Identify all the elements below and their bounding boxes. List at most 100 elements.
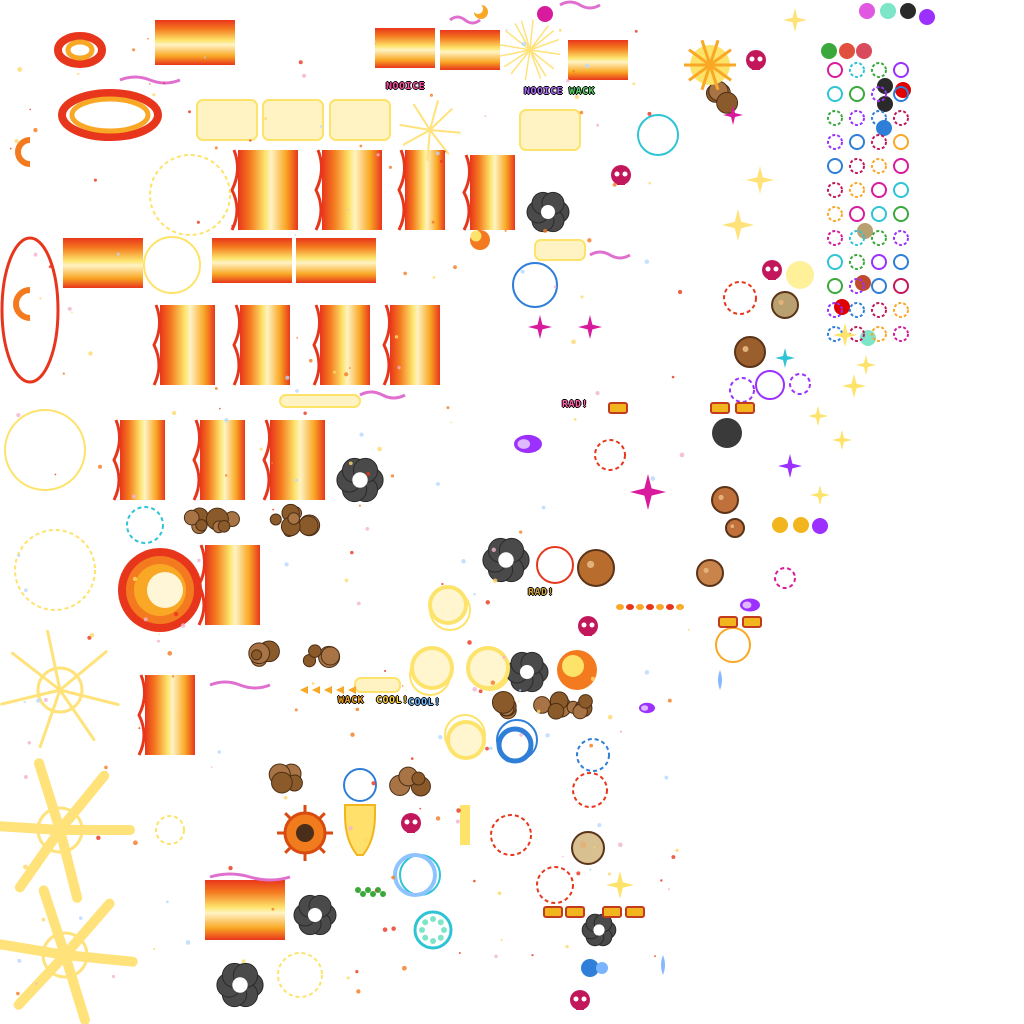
fire-bar-sprite (212, 238, 292, 283)
callout-label: NOOICE (386, 81, 426, 92)
shockwave-ring-sprite (536, 866, 574, 904)
spark-dot-sprite (374, 889, 378, 892)
light-burst-sprite (529, 25, 549, 51)
fire-column-sprite (120, 420, 165, 500)
spark-dot-sprite (607, 714, 613, 720)
spark-dot-sprite (308, 358, 313, 363)
shockwave-ring-sprite (490, 814, 532, 856)
spark-dot-sprite (175, 710, 178, 714)
spark-dot-sprite (17, 554, 21, 558)
spark-dot-sprite (579, 110, 584, 115)
spark-dot-sprite (667, 698, 672, 703)
sun-ray-sprite (700, 39, 712, 66)
energy-trail-sprite (559, 0, 601, 10)
spark-dot-sprite (348, 461, 353, 466)
shockwave-ring-sprite (277, 952, 323, 998)
spark-dot-sprite (444, 150, 446, 153)
flame-edge-sprite (192, 419, 201, 501)
spark-dot-sprite (660, 879, 663, 882)
spark-dot-sprite (23, 700, 26, 704)
spark-dot-sprite (62, 372, 65, 375)
light-burst-sprite (529, 49, 555, 70)
skull-eye-sprite (573, 996, 579, 1002)
shockwave-ring-sprite (755, 370, 785, 400)
light-burst-sprite (55, 770, 110, 835)
ring-icon-sprite (871, 86, 887, 102)
spark-dot-sprite (264, 117, 268, 121)
light-burst-sprite (426, 129, 431, 161)
skull-eye-sprite (589, 622, 595, 628)
spark-dot-sprite (410, 757, 414, 760)
spark-dot-sprite (587, 238, 592, 243)
skull-sprite (746, 50, 766, 70)
light-burst-sprite (429, 100, 439, 131)
skull-jaw-sprite (752, 66, 760, 70)
ring-icon-sprite (827, 182, 843, 198)
glow-bar-sprite (354, 677, 401, 693)
planet-sprite (725, 518, 745, 538)
light-burst-sprite (33, 758, 65, 835)
sparkle-sprite (722, 209, 754, 241)
shockwave-ring-sprite (393, 853, 437, 897)
spark-dot-sprite (210, 766, 213, 769)
ring-icon-sprite (827, 62, 843, 78)
ring-icon-sprite (849, 206, 865, 222)
spark-dot-sprite (492, 578, 498, 583)
light-burst-sprite (13, 950, 70, 1010)
spark-dot-sprite (519, 689, 522, 692)
spark-dot-sprite (558, 28, 562, 32)
ring-icon-sprite (871, 230, 887, 246)
spark-dot-sprite (438, 734, 443, 740)
fire-column-sprite (270, 420, 325, 500)
rock-debris-sprite (533, 696, 551, 714)
ring-icon-sprite (827, 230, 843, 246)
glow-bar-sprite (262, 99, 324, 141)
spark-dot-sprite (585, 63, 590, 69)
ring-icon-sprite (893, 86, 909, 102)
spark-dot-sprite (311, 682, 315, 685)
light-burst-sprite (58, 688, 120, 707)
capsule-sprite (710, 402, 730, 414)
spark-dot-sprite (14, 139, 19, 144)
spark-dot-sprite (565, 944, 569, 949)
capsule-sprite (625, 906, 645, 918)
fire-column-sprite (322, 150, 382, 230)
spark-dot-sprite (259, 447, 263, 451)
spark-dot-sprite (29, 108, 32, 111)
sparkle-sprite (778, 454, 802, 478)
shockwave-ring-sprite (343, 768, 377, 802)
spark-dot-sprite (173, 611, 179, 617)
spark-dot-sprite (519, 530, 523, 534)
skull-eye-sprite (749, 56, 755, 62)
capsule-sprite (742, 616, 762, 628)
smoke-hole-sprite (308, 908, 322, 922)
spark-dot-sprite (48, 265, 52, 269)
spark-dot-sprite (431, 220, 435, 224)
fire-bar-sprite (155, 20, 235, 65)
rock-debris-sprite (411, 771, 426, 786)
spark-dot-sprite (54, 473, 57, 476)
spark-dot-sprite (197, 558, 201, 563)
spark-dot-sprite (302, 73, 307, 78)
sparkle-sprite (856, 355, 876, 375)
spark-dot-sprite (365, 527, 370, 531)
glow-orb-sprite (410, 646, 454, 690)
rock-debris-sprite (251, 649, 263, 661)
arrow-bullet-sprite (324, 686, 332, 694)
ring-icon-sprite (893, 326, 909, 342)
spark-dot-sprite (356, 601, 361, 606)
energy-trail-sprite (359, 390, 406, 400)
spike-sprite (284, 812, 292, 820)
spark-dot-sprite (490, 680, 496, 685)
spark-dot-sprite (617, 842, 623, 848)
spark-dot-sprite (132, 840, 138, 846)
light-burst-sprite (429, 129, 450, 155)
spark-dot-sprite (419, 807, 422, 810)
spark-dot-sprite (401, 685, 404, 687)
flame-edge-sprite (312, 304, 321, 386)
spark-dot-sprite (214, 146, 218, 150)
pellet-sprite (375, 887, 381, 893)
spark-dot-sprite (504, 229, 507, 232)
spark-dot-sprite (24, 588, 28, 593)
spark-dot-sprite (593, 846, 596, 849)
